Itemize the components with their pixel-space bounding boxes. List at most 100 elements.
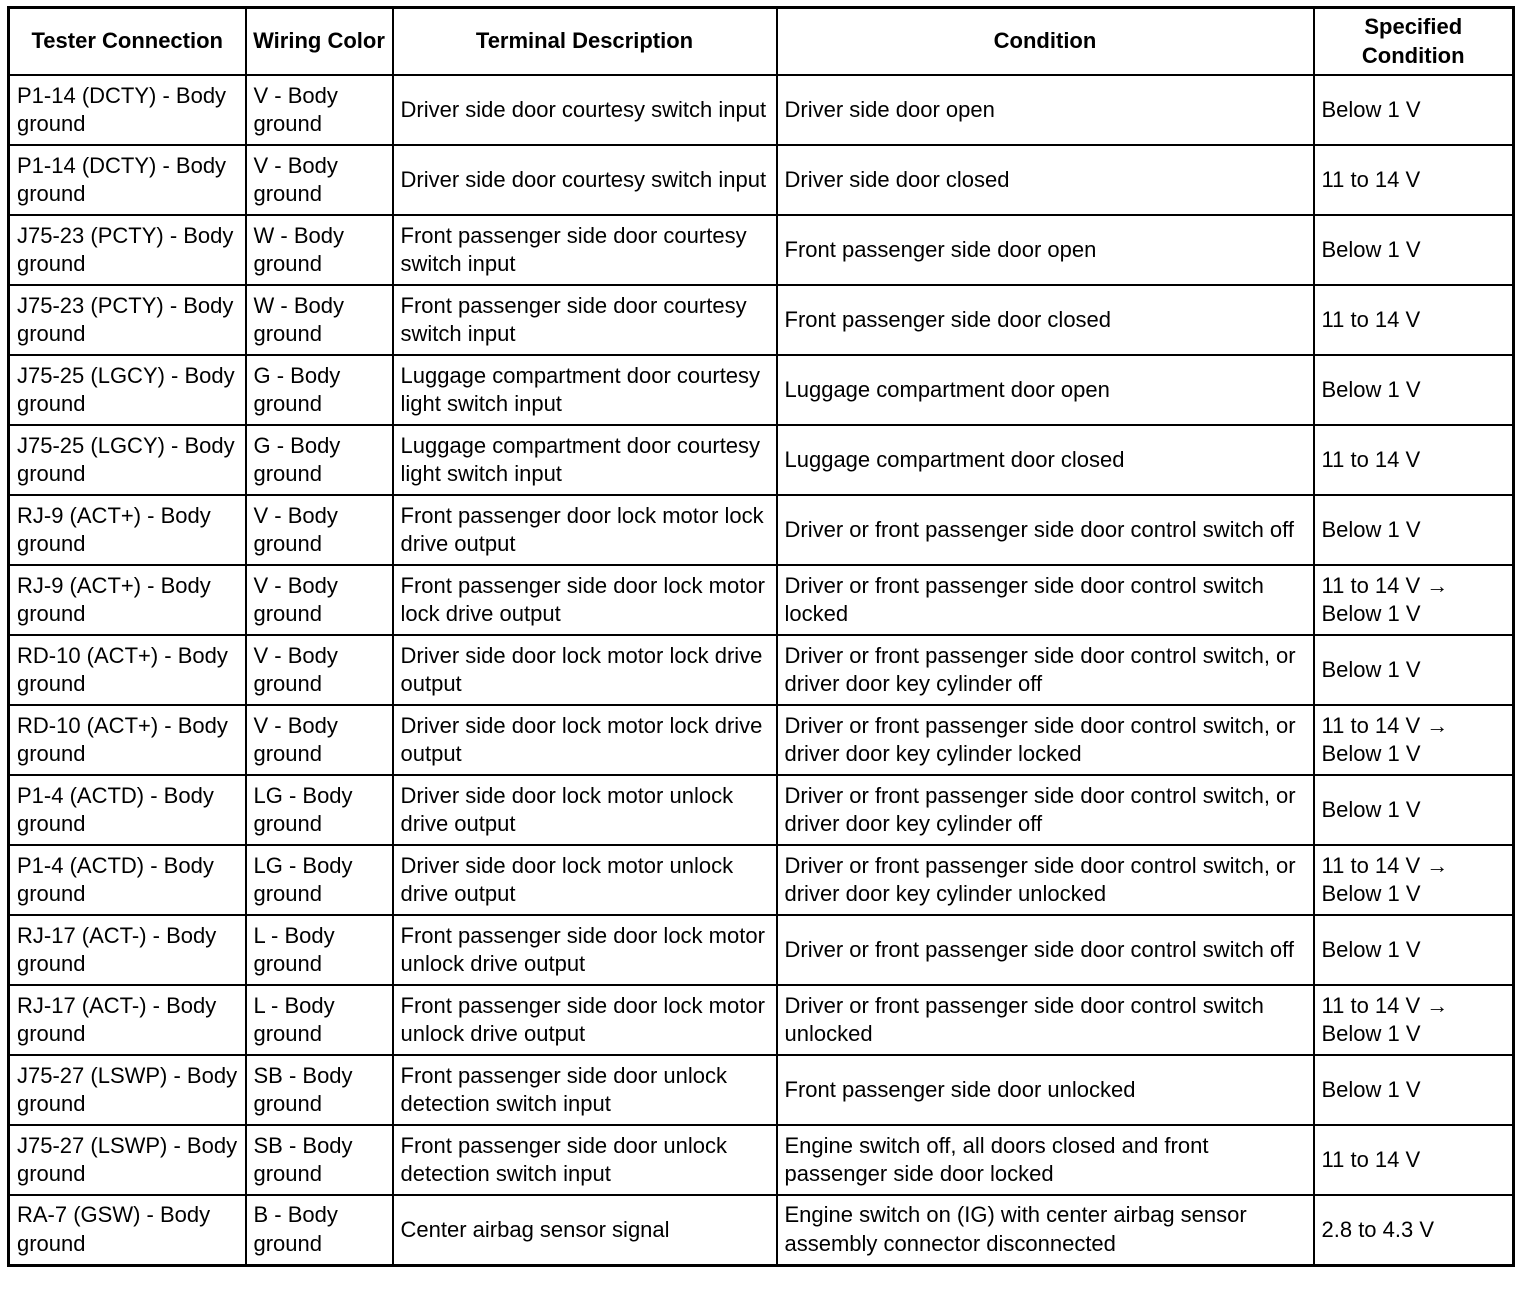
- table-cell: Front passenger side door unlock detecti…: [391, 1124, 778, 1197]
- table-cell: Below 1 V: [1312, 214, 1515, 287]
- table-cell: Below 1 V: [1312, 774, 1515, 847]
- table-cell: Luggage compartment door closed: [775, 424, 1315, 497]
- table-cell: Front passenger side door courtesy switc…: [391, 214, 778, 287]
- table-cell: Driver side door lock motor unlock drive…: [391, 774, 778, 847]
- table-cell: Below 1 V: [1312, 914, 1515, 987]
- table-cell: J75-27 (LSWP) - Body ground: [7, 1124, 247, 1197]
- table-row: J75-23 (PCTY) - Body ground W - Body grou…: [7, 214, 1515, 287]
- table-cell: G - Body ground: [244, 354, 394, 427]
- table-cell: W - Body ground: [244, 214, 394, 287]
- table-cell: Below 1 V: [1312, 74, 1515, 147]
- column-header: Wiring Color: [244, 6, 394, 77]
- table-cell: Engine switch off, all doors closed and …: [775, 1124, 1315, 1197]
- table-cell: W - Body ground: [244, 284, 394, 357]
- table-row: RD-10 (ACT+) - Body ground V - Body groun…: [7, 634, 1515, 707]
- table-cell: Driver or front passenger side door cont…: [775, 914, 1315, 987]
- table-cell: RD-10 (ACT+) - Body ground: [7, 704, 247, 777]
- table-cell: V - Body ground: [244, 564, 394, 637]
- table-cell: V - Body ground: [244, 144, 394, 217]
- table-cell: RD-10 (ACT+) - Body ground: [7, 634, 247, 707]
- table-cell: 2.8 to 4.3 V: [1312, 1194, 1515, 1267]
- table-cell: Luggage compartment door courtesy light …: [391, 424, 778, 497]
- table-cell: RJ-9 (ACT+) - Body ground: [7, 564, 247, 637]
- table-row: P1-4 (ACTD) - Body ground LG - Body groun…: [7, 774, 1515, 847]
- table-row: P1-14 (DCTY) - Body ground V - Body groun…: [7, 144, 1515, 217]
- table-cell: J75-27 (LSWP) - Body ground: [7, 1054, 247, 1127]
- table-cell: J75-25 (LGCY) - Body ground: [7, 354, 247, 427]
- table-cell: V - Body ground: [244, 74, 394, 147]
- page: Tester Connection Wiring Color Terminal De…: [7, 6, 1515, 1267]
- table-cell: Driver side door closed: [775, 144, 1315, 217]
- table-cell: 11 to 14 V: [1312, 424, 1515, 497]
- table-cell: Driver side door lock motor lock drive o…: [391, 634, 778, 707]
- table-cell: V - Body ground: [244, 704, 394, 777]
- table-body: P1-14 (DCTY) - Body ground V - Body groun…: [7, 74, 1515, 1267]
- table-cell: LG - Body ground: [244, 774, 394, 847]
- table-cell: Driver or front passenger side door cont…: [775, 564, 1315, 637]
- table-cell: Front passenger side door unlock detecti…: [391, 1054, 778, 1127]
- table-cell: SB - Body ground: [244, 1124, 394, 1197]
- table-cell: Below 1 V: [1312, 494, 1515, 567]
- table-cell: Driver or front passenger side door cont…: [775, 704, 1315, 777]
- table-cell: P1-14 (DCTY) - Body ground: [7, 144, 247, 217]
- table-row: P1-4 (ACTD) - Body ground LG - Body groun…: [7, 844, 1515, 917]
- table-cell: Driver or front passenger side door cont…: [775, 774, 1315, 847]
- table-cell: RJ-9 (ACT+) - Body ground: [7, 494, 247, 567]
- table-cell: V - Body ground: [244, 494, 394, 567]
- table-cell: RJ-17 (ACT-) - Body ground: [7, 914, 247, 987]
- table-cell: Driver or front passenger side door cont…: [775, 494, 1315, 567]
- table-row: RA-7 (GSW) - Body ground B - Body ground C…: [7, 1194, 1515, 1267]
- table-cell: Center airbag sensor signal: [391, 1194, 778, 1267]
- table-cell: Driver side door lock motor unlock drive…: [391, 844, 778, 917]
- table-cell: 11 to 14 V: [1312, 1124, 1515, 1197]
- table-cell: RJ-17 (ACT-) - Body ground: [7, 984, 247, 1057]
- table-cell: 11 to 14 V → Below 1 V: [1312, 844, 1515, 917]
- table-cell: P1-4 (ACTD) - Body ground: [7, 774, 247, 847]
- table-cell: J75-23 (PCTY) - Body ground: [7, 284, 247, 357]
- table-row: J75-25 (LGCY) - Body ground G - Body grou…: [7, 424, 1515, 497]
- table-cell: Driver or front passenger side door cont…: [775, 844, 1315, 917]
- table-cell: SB - Body ground: [244, 1054, 394, 1127]
- table-row: RJ-17 (ACT-) - Body ground L - Body groun…: [7, 914, 1515, 987]
- table-cell: Front passenger side door closed: [775, 284, 1315, 357]
- table-cell: Front passenger side door lock motor loc…: [391, 564, 778, 637]
- table-row: RJ-17 (ACT-) - Body ground L - Body groun…: [7, 984, 1515, 1057]
- table-cell: Front passenger side door open: [775, 214, 1315, 287]
- table-cell: Driver side door lock motor lock drive o…: [391, 704, 778, 777]
- table-cell: 11 to 14 V → Below 1 V: [1312, 564, 1515, 637]
- table-cell: L - Body ground: [244, 914, 394, 987]
- table-cell: Front passenger door lock motor lock dri…: [391, 494, 778, 567]
- column-header: Tester Connection: [7, 6, 247, 77]
- table-cell: Below 1 V: [1312, 354, 1515, 427]
- table-row: J75-27 (LSWP) - Body ground SB - Body gro…: [7, 1124, 1515, 1197]
- table-cell: LG - Body ground: [244, 844, 394, 917]
- column-header: Terminal Description: [391, 6, 778, 77]
- table-cell: Front passenger side door lock motor unl…: [391, 914, 778, 987]
- table-cell: G - Body ground: [244, 424, 394, 497]
- table-row: RD-10 (ACT+) - Body ground V - Body groun…: [7, 704, 1515, 777]
- table-head: Tester Connection Wiring Color Terminal De…: [7, 6, 1515, 77]
- table-cell: Driver side door courtesy switch input: [391, 144, 778, 217]
- table-cell: J75-23 (PCTY) - Body ground: [7, 214, 247, 287]
- table-cell: Luggage compartment door open: [775, 354, 1315, 427]
- table-cell: P1-4 (ACTD) - Body ground: [7, 844, 247, 917]
- table-row: J75-25 (LGCY) - Body ground G - Body grou…: [7, 354, 1515, 427]
- table-cell: 11 to 14 V → Below 1 V: [1312, 704, 1515, 777]
- table-cell: 11 to 14 V: [1312, 144, 1515, 217]
- table-cell: P1-14 (DCTY) - Body ground: [7, 74, 247, 147]
- table-cell: 11 to 14 V → Below 1 V: [1312, 984, 1515, 1057]
- table-cell: J75-25 (LGCY) - Body ground: [7, 424, 247, 497]
- table-row: J75-23 (PCTY) - Body ground W - Body grou…: [7, 284, 1515, 357]
- column-header: Specified Condition: [1312, 6, 1515, 77]
- table-cell: Driver side door open: [775, 74, 1315, 147]
- table-cell: L - Body ground: [244, 984, 394, 1057]
- table-header-row: Tester Connection Wiring Color Terminal De…: [7, 6, 1515, 77]
- table-cell: Below 1 V: [1312, 634, 1515, 707]
- table-row: RJ-9 (ACT+) - Body ground V - Body ground…: [7, 564, 1515, 637]
- table-cell: RA-7 (GSW) - Body ground: [7, 1194, 247, 1267]
- table-row: RJ-9 (ACT+) - Body ground V - Body ground…: [7, 494, 1515, 567]
- table-cell: Front passenger side door lock motor unl…: [391, 984, 778, 1057]
- table-cell: Engine switch on (IG) with center airbag…: [775, 1194, 1315, 1267]
- table-cell: B - Body ground: [244, 1194, 394, 1267]
- terminal-spec-table: Tester Connection Wiring Color Terminal De…: [7, 6, 1515, 1267]
